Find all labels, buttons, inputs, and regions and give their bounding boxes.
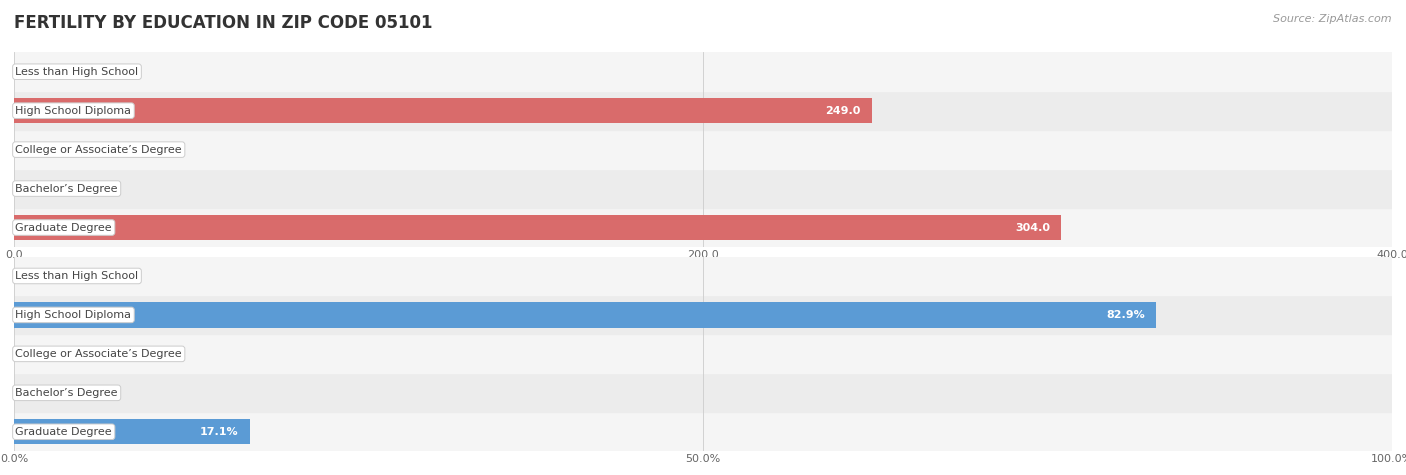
Bar <box>14 412 1392 451</box>
Text: FERTILITY BY EDUCATION IN ZIP CODE 05101: FERTILITY BY EDUCATION IN ZIP CODE 05101 <box>14 14 433 32</box>
Bar <box>14 373 1392 412</box>
Bar <box>14 52 1392 91</box>
Bar <box>14 208 1392 247</box>
Bar <box>14 256 1392 295</box>
Text: Less than High School: Less than High School <box>15 66 139 77</box>
Text: 0.0%: 0.0% <box>25 388 53 398</box>
Bar <box>14 302 1156 328</box>
Text: Graduate Degree: Graduate Degree <box>15 222 112 233</box>
Bar <box>14 98 872 124</box>
Text: 0.0: 0.0 <box>25 144 42 155</box>
Text: 304.0: 304.0 <box>1015 222 1050 233</box>
Bar <box>14 419 250 445</box>
Text: Source: ZipAtlas.com: Source: ZipAtlas.com <box>1274 14 1392 24</box>
Text: High School Diploma: High School Diploma <box>15 105 131 116</box>
Text: 0.0%: 0.0% <box>25 271 53 281</box>
Text: 0.0%: 0.0% <box>25 349 53 359</box>
Text: 82.9%: 82.9% <box>1107 310 1146 320</box>
Text: 0.0: 0.0 <box>25 66 42 77</box>
Text: 0.0: 0.0 <box>25 183 42 194</box>
Text: Less than High School: Less than High School <box>15 271 139 281</box>
Text: College or Associate’s Degree: College or Associate’s Degree <box>15 144 181 155</box>
Bar <box>14 169 1392 208</box>
Bar <box>14 91 1392 130</box>
Bar <box>14 130 1392 169</box>
Text: High School Diploma: High School Diploma <box>15 310 131 320</box>
Bar <box>14 215 1062 240</box>
Text: Graduate Degree: Graduate Degree <box>15 427 112 437</box>
Text: 249.0: 249.0 <box>825 105 860 116</box>
Text: 17.1%: 17.1% <box>200 427 239 437</box>
Bar <box>14 295 1392 334</box>
Text: Bachelor’s Degree: Bachelor’s Degree <box>15 388 118 398</box>
Text: College or Associate’s Degree: College or Associate’s Degree <box>15 349 181 359</box>
Text: Bachelor’s Degree: Bachelor’s Degree <box>15 183 118 194</box>
Bar <box>14 334 1392 373</box>
